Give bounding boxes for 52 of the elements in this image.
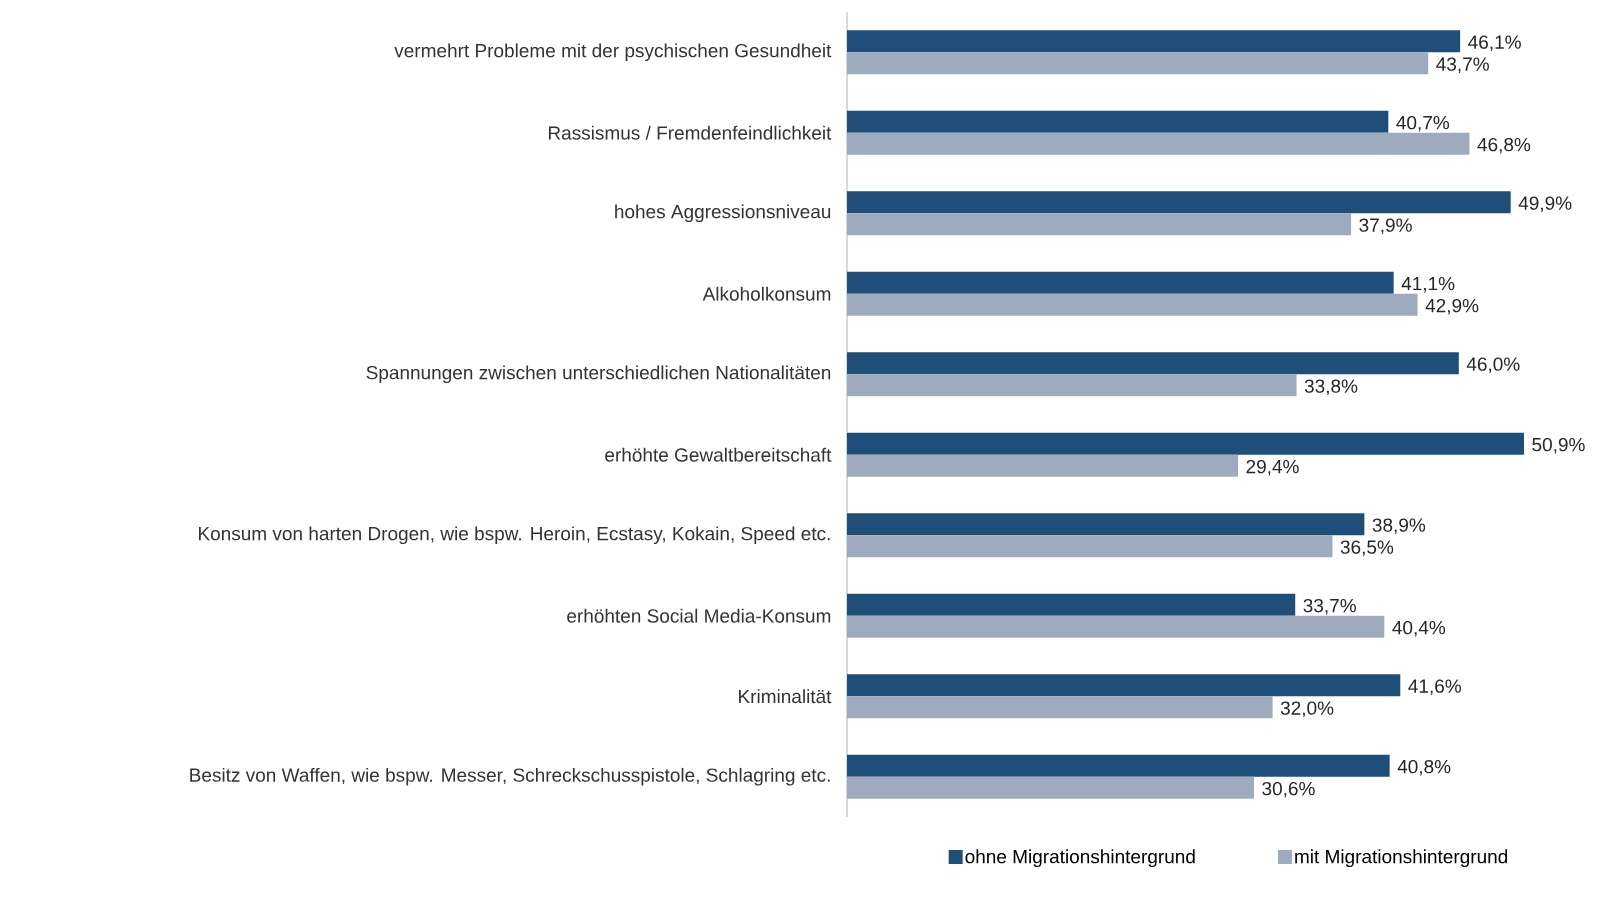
data-label: 40,8% [1397, 759, 1451, 776]
bar [847, 535, 1333, 558]
bar [847, 615, 1385, 638]
y-tick-label: Kriminalität [739, 689, 832, 704]
bar [847, 191, 1511, 214]
bar [847, 374, 1297, 397]
legend-label: ohne Migrationshintergrund [965, 849, 1195, 868]
bar [847, 513, 1365, 536]
y-tick-label: Alkoholkonsum [702, 286, 831, 301]
bar [847, 696, 1273, 719]
data-label: 33,8% [1304, 379, 1358, 396]
data-label: 30,6% [1262, 781, 1315, 798]
data-label: 41,6% [1408, 679, 1462, 696]
data-label: 42,9% [1425, 298, 1479, 315]
bar [847, 293, 1418, 316]
legend-label: mit Migrationshintergrund [1295, 849, 1508, 868]
bar [847, 432, 1524, 455]
y-tick-label: vermehrt Probleme mit der psychischen Gesundheit [394, 43, 832, 62]
y-tick-label: Spannungen zwischen unterschiedlichen Nationalitäten [366, 365, 831, 384]
data-label: 32,0% [1280, 701, 1334, 718]
y-tick-label: erhöhte Gewaltbereitschaft [605, 447, 832, 462]
bar [847, 776, 1254, 799]
data-label: 40,4% [1392, 620, 1446, 637]
data-label: 33,7% [1303, 598, 1356, 615]
y-tick-label: erhöhten Social Media-Konsum [567, 608, 831, 623]
data-label: 41,1% [1401, 276, 1455, 293]
bar [847, 271, 1394, 294]
data-label: 50,9% [1532, 437, 1585, 454]
bar [847, 674, 1401, 697]
y-tick-label: Besitz von Waffen, wie bspw. Messer, Schreckschusspistole, Schlagring etc. [190, 767, 830, 786]
y-tick-label: Konsum von harten Drogen, wie bspw. Heroin, Ecstasy, Kokain, Speed etc. [199, 526, 830, 545]
data-label: 36,5% [1340, 540, 1394, 557]
bar [847, 213, 1352, 236]
data-label: 49,9% [1518, 196, 1572, 213]
data-label: 46,0% [1466, 357, 1520, 374]
bar [847, 132, 1470, 155]
bar [847, 754, 1390, 777]
data-label: 46,8% [1477, 137, 1531, 154]
data-label: 40,7% [1396, 115, 1450, 132]
data-label: 38,9% [1372, 518, 1426, 535]
bar [847, 30, 1461, 53]
data-label: 29,4% [1246, 459, 1299, 476]
data-label: 46,1% [1468, 35, 1521, 52]
bar [847, 52, 1429, 75]
bar [847, 352, 1459, 375]
bar [847, 110, 1389, 133]
bar [847, 454, 1239, 477]
y-tick-label: Rassismus / Fremdenfeindlichkeit [548, 125, 832, 140]
bar [847, 593, 1296, 616]
y-tick-label: hohes Aggressionsniveau [615, 204, 831, 223]
data-label: 43,7% [1436, 57, 1489, 74]
data-label: 37,9% [1359, 218, 1412, 235]
